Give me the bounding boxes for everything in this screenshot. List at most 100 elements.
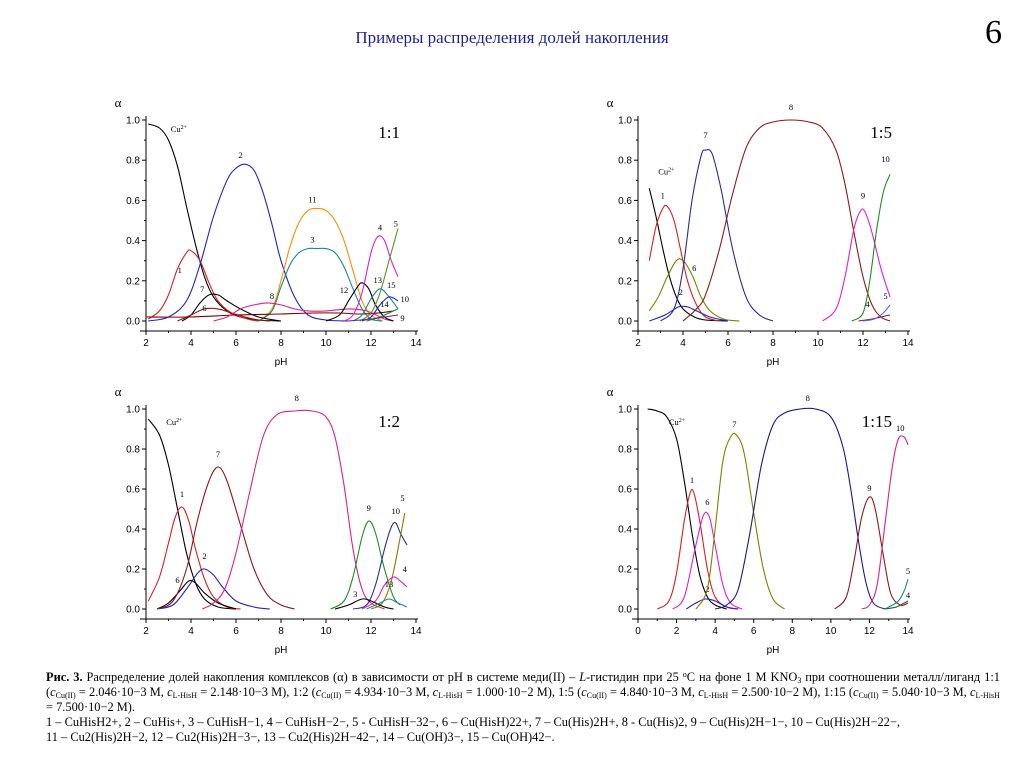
series-label: 2: [679, 287, 683, 297]
x-axis-label: pH: [275, 645, 288, 656]
caption-text: = 2.148·10−3 М), 1:2 (: [200, 685, 316, 699]
x-tick-label: 4: [188, 338, 194, 349]
series-label: 4: [865, 299, 870, 309]
series-label: 1: [180, 489, 184, 499]
caption-sub: L-HisH: [703, 691, 729, 700]
chart-panel-1: 0.00.20.40.60.81.02 4 6 8 10 12 14pHα1:1Cu2+12…: [115, 95, 422, 368]
series-line-4: [884, 600, 909, 610]
series-line-10: [352, 522, 408, 610]
y-tick-label: 0.6: [618, 485, 632, 496]
caption-c: c: [167, 685, 173, 699]
series-label: 4: [378, 223, 383, 233]
series-line-3: [334, 598, 394, 610]
caption-sub: 3: [797, 676, 802, 685]
series-label: 5: [883, 291, 887, 301]
x-tick-label: 12: [365, 338, 377, 349]
x-tick-label: 14: [902, 338, 914, 349]
y-tick-label: 0.0: [126, 605, 140, 616]
x-tick-label: 2: [143, 626, 149, 637]
y-tick-label: 0.6: [126, 196, 140, 207]
y-tick-label: 0.8: [618, 156, 632, 167]
x-tick-label: 6: [725, 338, 731, 349]
y-tick-label: 0.2: [618, 565, 632, 576]
series-label: 5: [400, 493, 404, 503]
series-label: 10: [896, 423, 905, 433]
series-line-2: [148, 163, 349, 322]
series-line-2: [649, 305, 729, 322]
x-tick-label: 12: [864, 626, 876, 637]
series-line-3: [258, 247, 383, 322]
series-label: 13: [385, 579, 394, 589]
caption-c: c: [698, 685, 704, 699]
series-label: 10: [401, 294, 410, 304]
series-line-5: [370, 512, 406, 610]
y-tick-label: 0.0: [126, 317, 140, 328]
series-line-9: [348, 314, 399, 322]
series-line-2: [157, 568, 270, 610]
series-label: Cu2+: [658, 166, 675, 176]
series-label: 8: [295, 393, 299, 403]
series-label: 6: [692, 263, 696, 273]
caption-c: c: [853, 685, 859, 699]
caption-sub: Cu(II): [586, 691, 607, 700]
caption-c: c: [581, 685, 587, 699]
y-tick-label: 0.4: [618, 525, 632, 536]
x-tick-label: 8: [278, 338, 284, 349]
x-tick-label: 4: [188, 626, 194, 637]
series-line-2: [685, 598, 739, 610]
caption-text: = 4.840·10−3 М,: [609, 685, 699, 699]
x-tick-label: 10: [320, 338, 332, 349]
series-label: 10: [881, 154, 890, 164]
y-tick-label: 0.4: [126, 236, 140, 247]
series-line-13: [352, 288, 399, 322]
series-label: 2: [202, 551, 206, 561]
series-label: 4: [403, 564, 408, 574]
caption-legend-line-1: 1 – CuHisH2+, 2 – CuHis+, 3 – CuHisH−1, …: [46, 715, 900, 729]
series-label: 5: [394, 219, 398, 229]
y-tick-label: 0.4: [126, 525, 140, 536]
charts-canvas: 0.00.20.40.60.81.02 4 6 8 10 12 14pHα1:1Cu2+12…: [115, 95, 914, 656]
series-label: 1: [690, 475, 694, 485]
x-tick-label: 2: [143, 338, 149, 349]
series-label: 3: [310, 235, 314, 245]
series-label: 7: [200, 284, 204, 294]
y-tick-label: 0.8: [618, 445, 632, 456]
series-label: 4: [906, 590, 911, 600]
series-line-5: [359, 228, 399, 322]
series-line-9: [834, 496, 909, 610]
caption-c: c: [432, 685, 439, 699]
caption-text: -гистидин при 25: [586, 670, 683, 684]
y-tick-label: 0.2: [618, 276, 632, 287]
x-tick-label: 4: [712, 626, 718, 637]
chart-panel-3: 0.0 0.2 0.4 0.6 0.8 1.0 2 4 6 8 10 12 14 pH α 1:2 Cu2+ 1 6…: [115, 384, 422, 656]
series-label: 6: [705, 497, 709, 507]
series-line-6: [648, 258, 740, 322]
y-axis-label: α: [607, 384, 614, 399]
caption-degree: o: [682, 670, 687, 679]
series-label: 1: [661, 190, 665, 200]
caption-text: = 1.000·10−2 М), 1:5 (: [465, 685, 582, 699]
x-axis-label: pH: [767, 357, 780, 368]
series-label: 5: [906, 566, 910, 576]
x-tick-label: 10: [825, 626, 837, 637]
series-label: 14: [380, 299, 389, 309]
caption-c: c: [315, 685, 322, 699]
x-tick-label: 10: [320, 626, 332, 637]
series-line-Cu2: [148, 123, 282, 322]
slide-title: Примеры распределения долей накопления: [355, 28, 669, 47]
caption-fig-label: Рис. 3.: [46, 670, 83, 684]
series-label: 1: [178, 265, 182, 275]
y-tick-label: 1.0: [618, 405, 632, 416]
series-label: 8: [806, 393, 810, 403]
panel-ratio-label: 1:5: [870, 123, 892, 142]
caption-text: = 2.046·10−3 М,: [78, 685, 168, 699]
y-tick-label: 0.0: [618, 605, 632, 616]
series-line-Cu2: [648, 188, 729, 322]
series-line-Cu2: [147, 418, 237, 610]
series-line-7: [660, 148, 774, 322]
series-line-Cu2: [647, 408, 727, 610]
series-label: 7: [216, 449, 220, 459]
series-line-10: [851, 174, 891, 322]
series-label: 15: [387, 280, 396, 290]
y-tick-label: 1.0: [126, 116, 140, 127]
